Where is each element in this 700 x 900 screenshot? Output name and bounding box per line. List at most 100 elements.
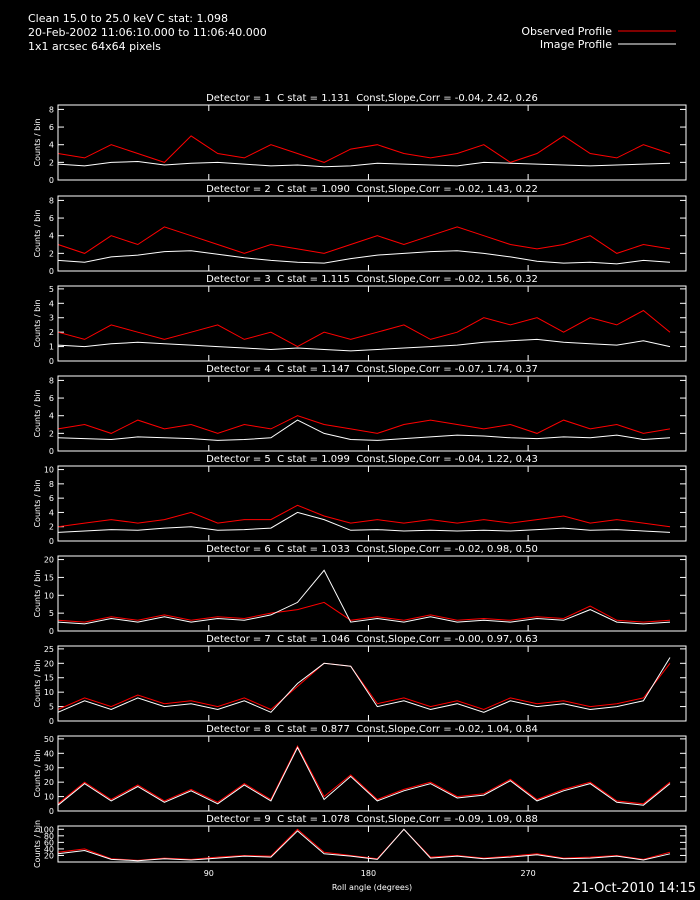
y-tick-label: 0	[49, 807, 54, 816]
header-line: 20-Feb-2002 11:06:10.000 to 11:06:40.000	[28, 26, 267, 39]
y-axis-label: Counts / bin	[33, 479, 42, 527]
profile-line	[57, 511, 671, 533]
y-tick-label: 20	[44, 659, 54, 668]
profile-line	[57, 745, 671, 805]
panel-title: Detector = 7 C stat = 1.046 Const,Slope,…	[206, 634, 538, 645]
y-tick-label: 2	[49, 429, 54, 438]
panel-title: Detector = 5 C stat = 1.099 Const,Slope,…	[206, 454, 538, 465]
y-tick-label: 100	[39, 825, 54, 834]
y-tick-label: 6	[49, 394, 54, 403]
y-tick-label: 1	[49, 343, 54, 352]
y-axis-label: Counts / bin	[33, 569, 42, 617]
y-axis-label: Counts / bin	[33, 749, 42, 797]
panel-title: Detector = 3 C stat = 1.115 Const,Slope,…	[206, 274, 538, 285]
y-tick-label: 8	[49, 196, 54, 205]
y-tick-label: 4	[49, 299, 54, 308]
x-axis-label: Roll angle (degrees)	[332, 883, 412, 892]
y-tick-label: 20	[44, 851, 54, 860]
y-tick-label: 6	[49, 494, 54, 503]
plot-frame	[57, 195, 687, 272]
y-axis-label: Counts / bin	[33, 299, 42, 347]
y-tick-label: 0	[49, 627, 54, 636]
y-tick-label: 15	[44, 573, 54, 582]
y-tick-label: 20	[44, 556, 54, 565]
y-tick-label: 3	[49, 314, 54, 323]
y-tick-label: 10	[44, 591, 54, 600]
profile-line	[57, 662, 671, 711]
plot-frame	[57, 465, 687, 542]
y-tick-label: 8	[49, 376, 54, 385]
y-tick-label: 4	[49, 232, 54, 241]
header-line: 1x1 arcsec 64x64 pixels	[28, 40, 161, 53]
y-tick-label: 0	[49, 447, 54, 456]
panel-title: Detector = 9 C stat = 1.078 Const,Slope,…	[206, 814, 538, 825]
profile-line	[57, 569, 671, 625]
profile-line	[57, 504, 671, 528]
profile-line	[57, 419, 671, 441]
y-tick-label: 30	[44, 764, 54, 773]
y-tick-label: 8	[49, 105, 54, 114]
y-tick-label: 4	[49, 141, 54, 150]
x-tick-label: 180	[361, 869, 376, 878]
header-line: Clean 15.0 to 25.0 keV C stat: 1.098	[28, 12, 228, 25]
plot-frame	[57, 825, 687, 863]
profile-line	[57, 828, 671, 861]
profile-line	[57, 828, 671, 862]
y-tick-label: 5	[49, 609, 54, 618]
profile-line	[57, 135, 671, 163]
profile-line	[57, 338, 671, 352]
y-tick-label: 10	[44, 466, 54, 475]
y-tick-label: 0	[49, 176, 54, 185]
y-tick-label: 60	[44, 838, 54, 847]
x-tick-label: 270	[520, 869, 535, 878]
panel-title: Detector = 1 C stat = 1.131 Const,Slope,…	[206, 93, 538, 104]
y-tick-label: 6	[49, 214, 54, 223]
y-tick-label: 50	[44, 735, 54, 744]
profile-line	[57, 309, 671, 348]
y-tick-label: 6	[49, 123, 54, 132]
panel-title: Detector = 4 C stat = 1.147 Const,Slope,…	[206, 364, 538, 375]
y-axis-label: Counts / bin	[33, 209, 42, 257]
profile-line	[57, 601, 671, 623]
plot-frame	[57, 104, 687, 181]
y-tick-label: 2	[49, 249, 54, 258]
y-tick-label: 40	[44, 749, 54, 758]
profile-line	[57, 746, 671, 806]
plot-frame	[57, 645, 687, 722]
footer-date: 21-Oct-2010 14:15	[573, 881, 696, 896]
profile-line	[57, 657, 671, 713]
y-tick-label: 25	[44, 645, 54, 654]
y-tick-label: 8	[49, 480, 54, 489]
y-tick-label: 40	[44, 845, 54, 854]
plot-frame	[57, 555, 687, 632]
y-tick-label: 4	[49, 412, 54, 421]
y-tick-label: 5	[49, 285, 54, 294]
legend-label: Image Profile	[540, 38, 612, 51]
y-axis-label: Counts / bin	[33, 820, 42, 868]
y-tick-label: 10	[44, 688, 54, 697]
y-tick-label: 0	[49, 357, 54, 366]
panel-title: Detector = 2 C stat = 1.090 Const,Slope,…	[206, 184, 538, 195]
y-tick-label: 2	[49, 158, 54, 167]
profile-line	[57, 250, 671, 265]
profile-line	[57, 160, 671, 168]
y-tick-label: 2	[49, 523, 54, 532]
y-axis-label: Counts / bin	[33, 118, 42, 166]
y-tick-label: 5	[49, 703, 54, 712]
profile-line	[57, 226, 671, 254]
y-tick-label: 0	[49, 267, 54, 276]
panel-title: Detector = 6 C stat = 1.033 Const,Slope,…	[206, 544, 538, 555]
y-tick-label: 0	[49, 537, 54, 546]
y-tick-label: 0	[49, 717, 54, 726]
y-tick-label: 4	[49, 508, 54, 517]
plot-frame	[57, 375, 687, 452]
legend-label: Observed Profile	[521, 25, 612, 38]
profile-line	[57, 415, 671, 434]
plot-frame	[57, 285, 687, 362]
y-axis-label: Counts / bin	[33, 659, 42, 707]
y-tick-label: 10	[44, 793, 54, 802]
y-tick-label: 80	[44, 832, 54, 841]
y-tick-label: 15	[44, 674, 54, 683]
